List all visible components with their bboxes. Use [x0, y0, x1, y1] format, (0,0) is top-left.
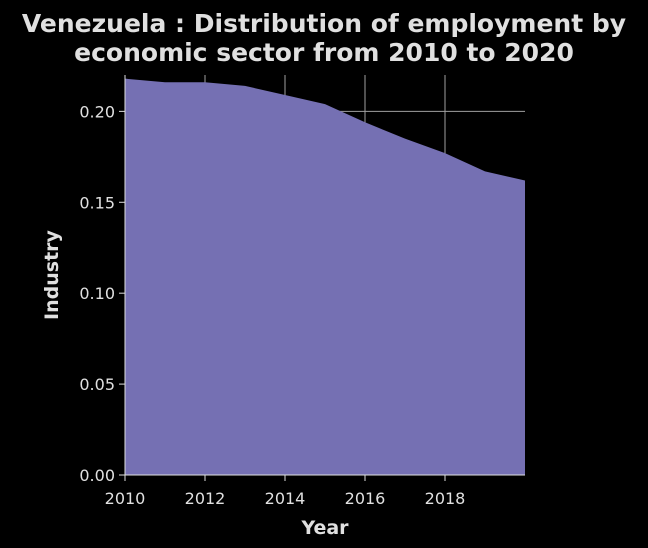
- chart-title-line-1: Venezuela : Distribution of employment b…: [22, 9, 626, 38]
- area-series-0: [125, 78, 525, 476]
- x-tick-label: 2018: [425, 489, 466, 508]
- x-tick-label: 2016: [345, 489, 386, 508]
- chart-title-line-2: economic sector from 2010 to 2020: [74, 38, 574, 67]
- plot-area: [125, 78, 525, 476]
- y-tick-label: 0.15: [79, 193, 115, 212]
- x-axis-label: Year: [300, 517, 349, 539]
- x-tick-label: 2012: [185, 489, 226, 508]
- y-tick-label: 0.05: [79, 375, 115, 394]
- axes: 2010 2012 2014 2016 2018 0.00 0.05 0.10 0.15 0.20: [79, 75, 525, 508]
- y-axis-label: Industry: [41, 229, 63, 319]
- y-tick-label: 0.10: [79, 284, 115, 303]
- x-tick-label: 2014: [265, 489, 306, 508]
- y-tick-label: 0.00: [79, 466, 115, 485]
- x-tick-label: 2010: [105, 489, 146, 508]
- y-tick-label: 0.20: [79, 102, 115, 121]
